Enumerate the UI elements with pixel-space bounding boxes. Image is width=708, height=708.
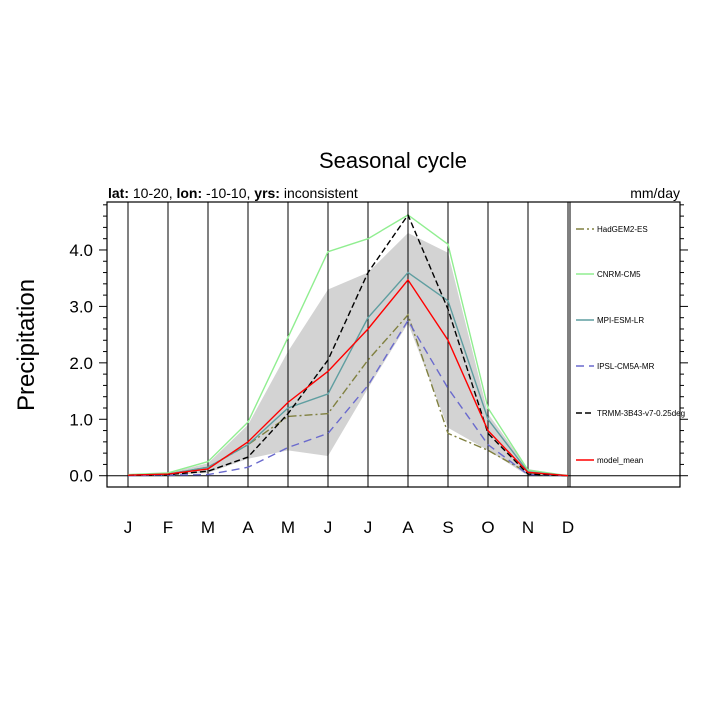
y-tick-label: 2.0 — [69, 354, 93, 373]
x-tick-label: M — [201, 518, 215, 537]
x-tick-label: J — [364, 518, 373, 537]
legend-label: CNRM-CM5 — [597, 270, 641, 279]
plot-area: 0.0 1.0 2.0 3.0 4.0 J F M A M J J A S O N D — [69, 201, 688, 537]
x-tick-label: J — [324, 518, 333, 537]
chart-subtitle-left: lat: 10-20, lon: -10-10, yrs: inconsiste… — [108, 185, 358, 201]
series-line-hadgem2-es — [127, 313, 569, 477]
x-tick-label: A — [402, 518, 414, 537]
series-line-cnrm-cm5 — [127, 214, 569, 477]
x-tick-label: D — [562, 518, 574, 537]
legend-label: HadGEM2-ES — [597, 225, 648, 234]
legend-label: MPI-ESM-LR — [597, 316, 644, 325]
legend-label: TRMM-3B43-v7-0.25deg — [597, 409, 685, 418]
plot-frame — [106, 201, 681, 488]
y-tick-label: 3.0 — [69, 297, 93, 316]
yrs-label: yrs: — [254, 185, 280, 201]
x-tick-label: F — [163, 518, 173, 537]
y-tick-label: 1.0 — [69, 410, 93, 429]
series-line-model-mean — [127, 278, 569, 477]
lon-value: -10-10, — [206, 185, 250, 201]
lat-label: lat: — [108, 185, 129, 201]
legend-label: model_mean — [597, 456, 643, 465]
y-axis-label: Precipitation — [13, 279, 40, 411]
legend-label: IPSL-CM5A-MR — [597, 362, 655, 371]
y-tick-label: 4.0 — [69, 241, 93, 260]
x-tick-label: N — [522, 518, 534, 537]
chart-subtitle-right: mm/day — [630, 185, 680, 201]
lon-label: lon: — [176, 185, 202, 201]
x-tick-label: M — [281, 518, 295, 537]
x-tick-label: O — [481, 518, 494, 537]
x-tick-label: S — [442, 518, 453, 537]
lat-value: 10-20, — [133, 185, 173, 201]
chart-title: Seasonal cycle — [319, 148, 467, 173]
x-tick-label: A — [242, 518, 254, 537]
legend: HadGEM2-ES CNRM-CM5 MPI-ESM-LR IPSL-CM5A-MR… — [576, 225, 685, 465]
x-tick-label: J — [124, 518, 133, 537]
series-line-trmm-3b43-v7-0-25deg — [127, 213, 569, 477]
yrs-value: inconsistent — [284, 185, 358, 201]
series-line-ipsl-cm5a-mr — [127, 319, 569, 477]
series-line-mpi-esm-lr — [127, 271, 569, 477]
y-tick-label: 0.0 — [69, 467, 93, 486]
